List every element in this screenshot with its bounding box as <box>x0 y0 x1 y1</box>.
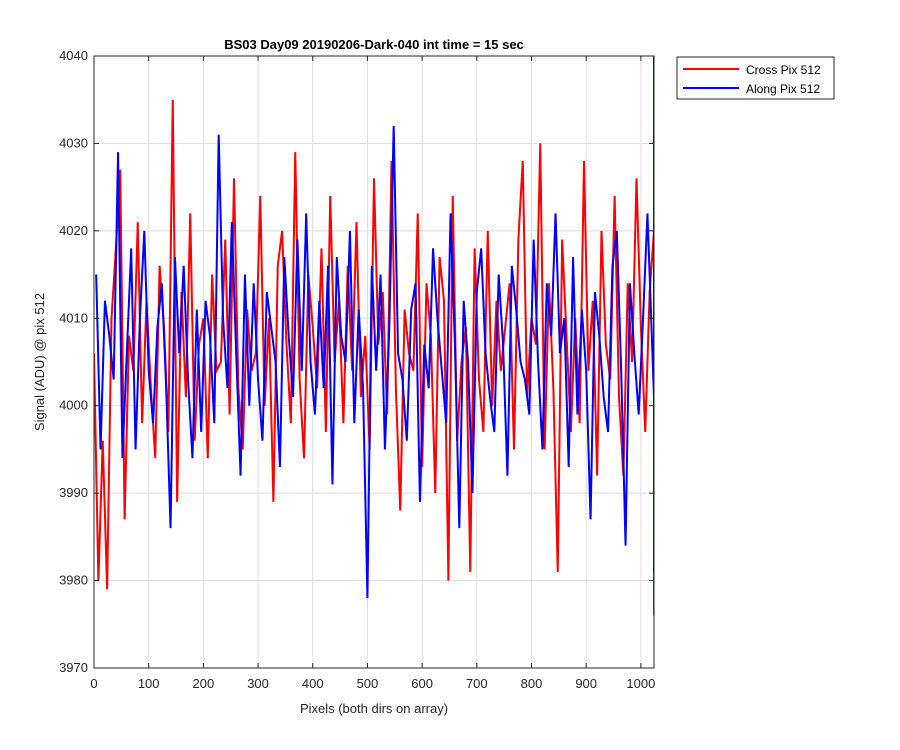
y-axis-label: Signal (ADU) @ pix 512 <box>32 293 47 431</box>
plot-frame <box>93 55 655 669</box>
x-tick-label: 800 <box>521 676 543 691</box>
y-tick-label: 4020 <box>59 223 88 238</box>
series-line-cross-pix-512 <box>94 99 654 616</box>
x-tick-label: 400 <box>302 676 324 691</box>
x-axis-label: Pixels (both dirs on array) <box>300 701 448 716</box>
y-tick-label: 4010 <box>59 310 88 325</box>
x-tick-label: 300 <box>247 676 269 691</box>
series-layer <box>94 56 654 616</box>
y-tick-label: 3970 <box>59 660 88 675</box>
legend-label-along: Along Pix 512 <box>746 82 820 96</box>
y-tick-label: 4040 <box>59 48 88 63</box>
y-tick-label: 4000 <box>59 398 88 413</box>
y-tick-label: 3980 <box>59 573 88 588</box>
y-tick-label: 4030 <box>59 135 88 150</box>
x-tick-label: 0 <box>90 676 97 691</box>
legend-label-cross: Cross Pix 512 <box>746 63 821 77</box>
legend-box <box>676 56 835 100</box>
x-tick-label: 900 <box>575 676 597 691</box>
axis-ticks: 0 100 200 300 400 500 600 700 800 900 1000 3970 3980… <box>59 48 655 691</box>
y-tick-label: 3990 <box>59 485 88 500</box>
x-tick-label: 200 <box>193 676 215 691</box>
chart-title: BS03 Day09 20190206-Dark-040 int time = … <box>224 37 524 52</box>
x-tick-label: 1000 <box>626 676 655 691</box>
legend: Cross Pix 512 Along Pix 512 <box>676 56 835 100</box>
x-tick-label: 600 <box>411 676 433 691</box>
x-tick-label: 500 <box>357 676 379 691</box>
x-tick-label: 700 <box>466 676 488 691</box>
x-tick-label: 100 <box>138 676 160 691</box>
series-line-along-pix-512 <box>95 56 654 599</box>
